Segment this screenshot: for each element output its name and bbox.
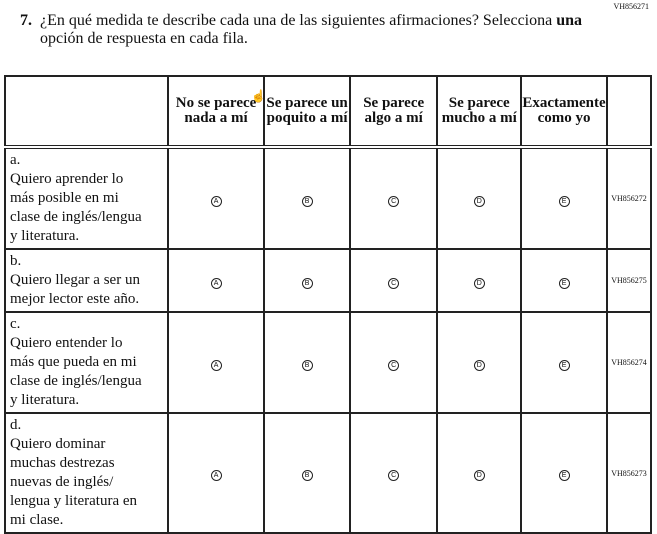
statement-text: Quiero llegar a ser un mejor lector este… [10, 272, 140, 307]
option-cell: D [436, 412, 523, 534]
answer-bubble-c[interactable]: C [388, 195, 400, 207]
column-header: Exactamente como yo [520, 75, 609, 148]
option-cell: C [348, 311, 439, 414]
column-header: Se parece mucho a mí [436, 75, 523, 148]
column-header: Se parece algo a mí [348, 75, 439, 148]
question-text-start: ¿En qué medida te describe cada una de l… [40, 12, 557, 29]
answer-bubble-c[interactable]: C [388, 277, 400, 289]
table-row: a. Quiero aprender lo más posible en mi c… [4, 146, 652, 250]
answer-bubble-e[interactable]: E [558, 277, 570, 289]
option-cell: C [348, 412, 439, 534]
option-cell: A [166, 146, 266, 250]
answer-bubble-a[interactable]: A [210, 277, 222, 289]
question-text-end: opción de respuesta en cada fila. [40, 30, 248, 47]
response-table: No se parece nada a mí Se parece un poqu… [4, 75, 652, 534]
question-id: VH856271 [613, 2, 649, 11]
question-text: ¿En qué medida te describe cada una de l… [40, 12, 600, 48]
header-code-blank [606, 75, 652, 148]
statement-cell: c. Quiero entender lo más que pueda en mi… [4, 311, 169, 414]
option-cell: C [348, 248, 439, 313]
option-cell: E [520, 311, 609, 414]
option-cell: B [263, 146, 351, 250]
header-row: No se parece nada a mí Se parece un poqu… [4, 75, 652, 148]
statement-label: a. [10, 152, 21, 168]
item-code: VH856272 [606, 146, 652, 250]
answer-bubble-b[interactable]: B [301, 359, 313, 371]
answer-bubble-d[interactable]: D [473, 277, 485, 289]
option-cell: B [263, 412, 351, 534]
statement-cell: a. Quiero aprender lo más posible en mi c… [4, 146, 169, 250]
hand-pointer-icon: ☝ [251, 89, 266, 103]
answer-bubble-b[interactable]: B [301, 277, 313, 289]
answer-bubble-d[interactable]: D [473, 359, 485, 371]
statement-cell: b. Quiero llegar a ser un mejor lector es… [4, 248, 169, 313]
option-cell: D [436, 311, 523, 414]
statement-label: c. [10, 316, 21, 332]
table-row: c. Quiero entender lo más que pueda en mi… [4, 311, 652, 414]
item-code: VH856275 [606, 248, 652, 313]
answer-bubble-a[interactable]: A [210, 359, 222, 371]
question-number: 7. [20, 12, 32, 29]
answer-bubble-d[interactable]: D [473, 470, 485, 481]
answer-bubble-e[interactable]: E [558, 195, 570, 207]
statement-label: b. [10, 253, 22, 269]
question-text-bold: una [556, 12, 583, 29]
table-row: d. Quiero dominar muchas destrezas nuevas… [4, 412, 652, 534]
answer-bubble-c[interactable]: C [388, 470, 400, 481]
statement-cell: d. Quiero dominar muchas destrezas nuevas… [4, 412, 169, 534]
statement-text: Quiero aprender lo más posible en mi cla… [10, 171, 142, 244]
answer-bubble-a[interactable]: A [210, 470, 222, 481]
answer-bubble-b[interactable]: B [301, 470, 313, 481]
option-cell: E [520, 412, 609, 534]
option-cell: D [436, 248, 523, 313]
answer-bubble-e[interactable]: E [558, 359, 570, 371]
answer-bubble-c[interactable]: C [388, 359, 400, 371]
option-cell: D [436, 146, 523, 250]
answer-bubble-a[interactable]: A [210, 195, 222, 207]
column-header: No se parece nada a mí [166, 75, 266, 148]
option-cell: B [263, 311, 351, 414]
statement-text: Quiero entender lo más que pueda en mi c… [10, 335, 142, 408]
item-code: VH856273 [606, 412, 652, 534]
answer-bubble-e[interactable]: E [558, 470, 570, 481]
item-code: VH856274 [606, 311, 652, 414]
answer-bubble-b[interactable]: B [301, 195, 313, 207]
option-cell: B [263, 248, 351, 313]
answer-bubble-d[interactable]: D [473, 195, 485, 207]
option-cell: A [166, 412, 266, 534]
option-cell: E [520, 248, 609, 313]
header-blank [4, 75, 169, 148]
column-header: Se parece un poquito a mí [263, 75, 351, 148]
option-cell: C [348, 146, 439, 250]
table-row: b. Quiero llegar a ser un mejor lector es… [4, 248, 652, 313]
option-cell: E [520, 146, 609, 250]
option-cell: A [166, 311, 266, 414]
option-cell: A [166, 248, 266, 313]
statement-label: d. [10, 417, 22, 433]
statement-text: Quiero dominar muchas destrezas nuevas d… [10, 436, 138, 528]
